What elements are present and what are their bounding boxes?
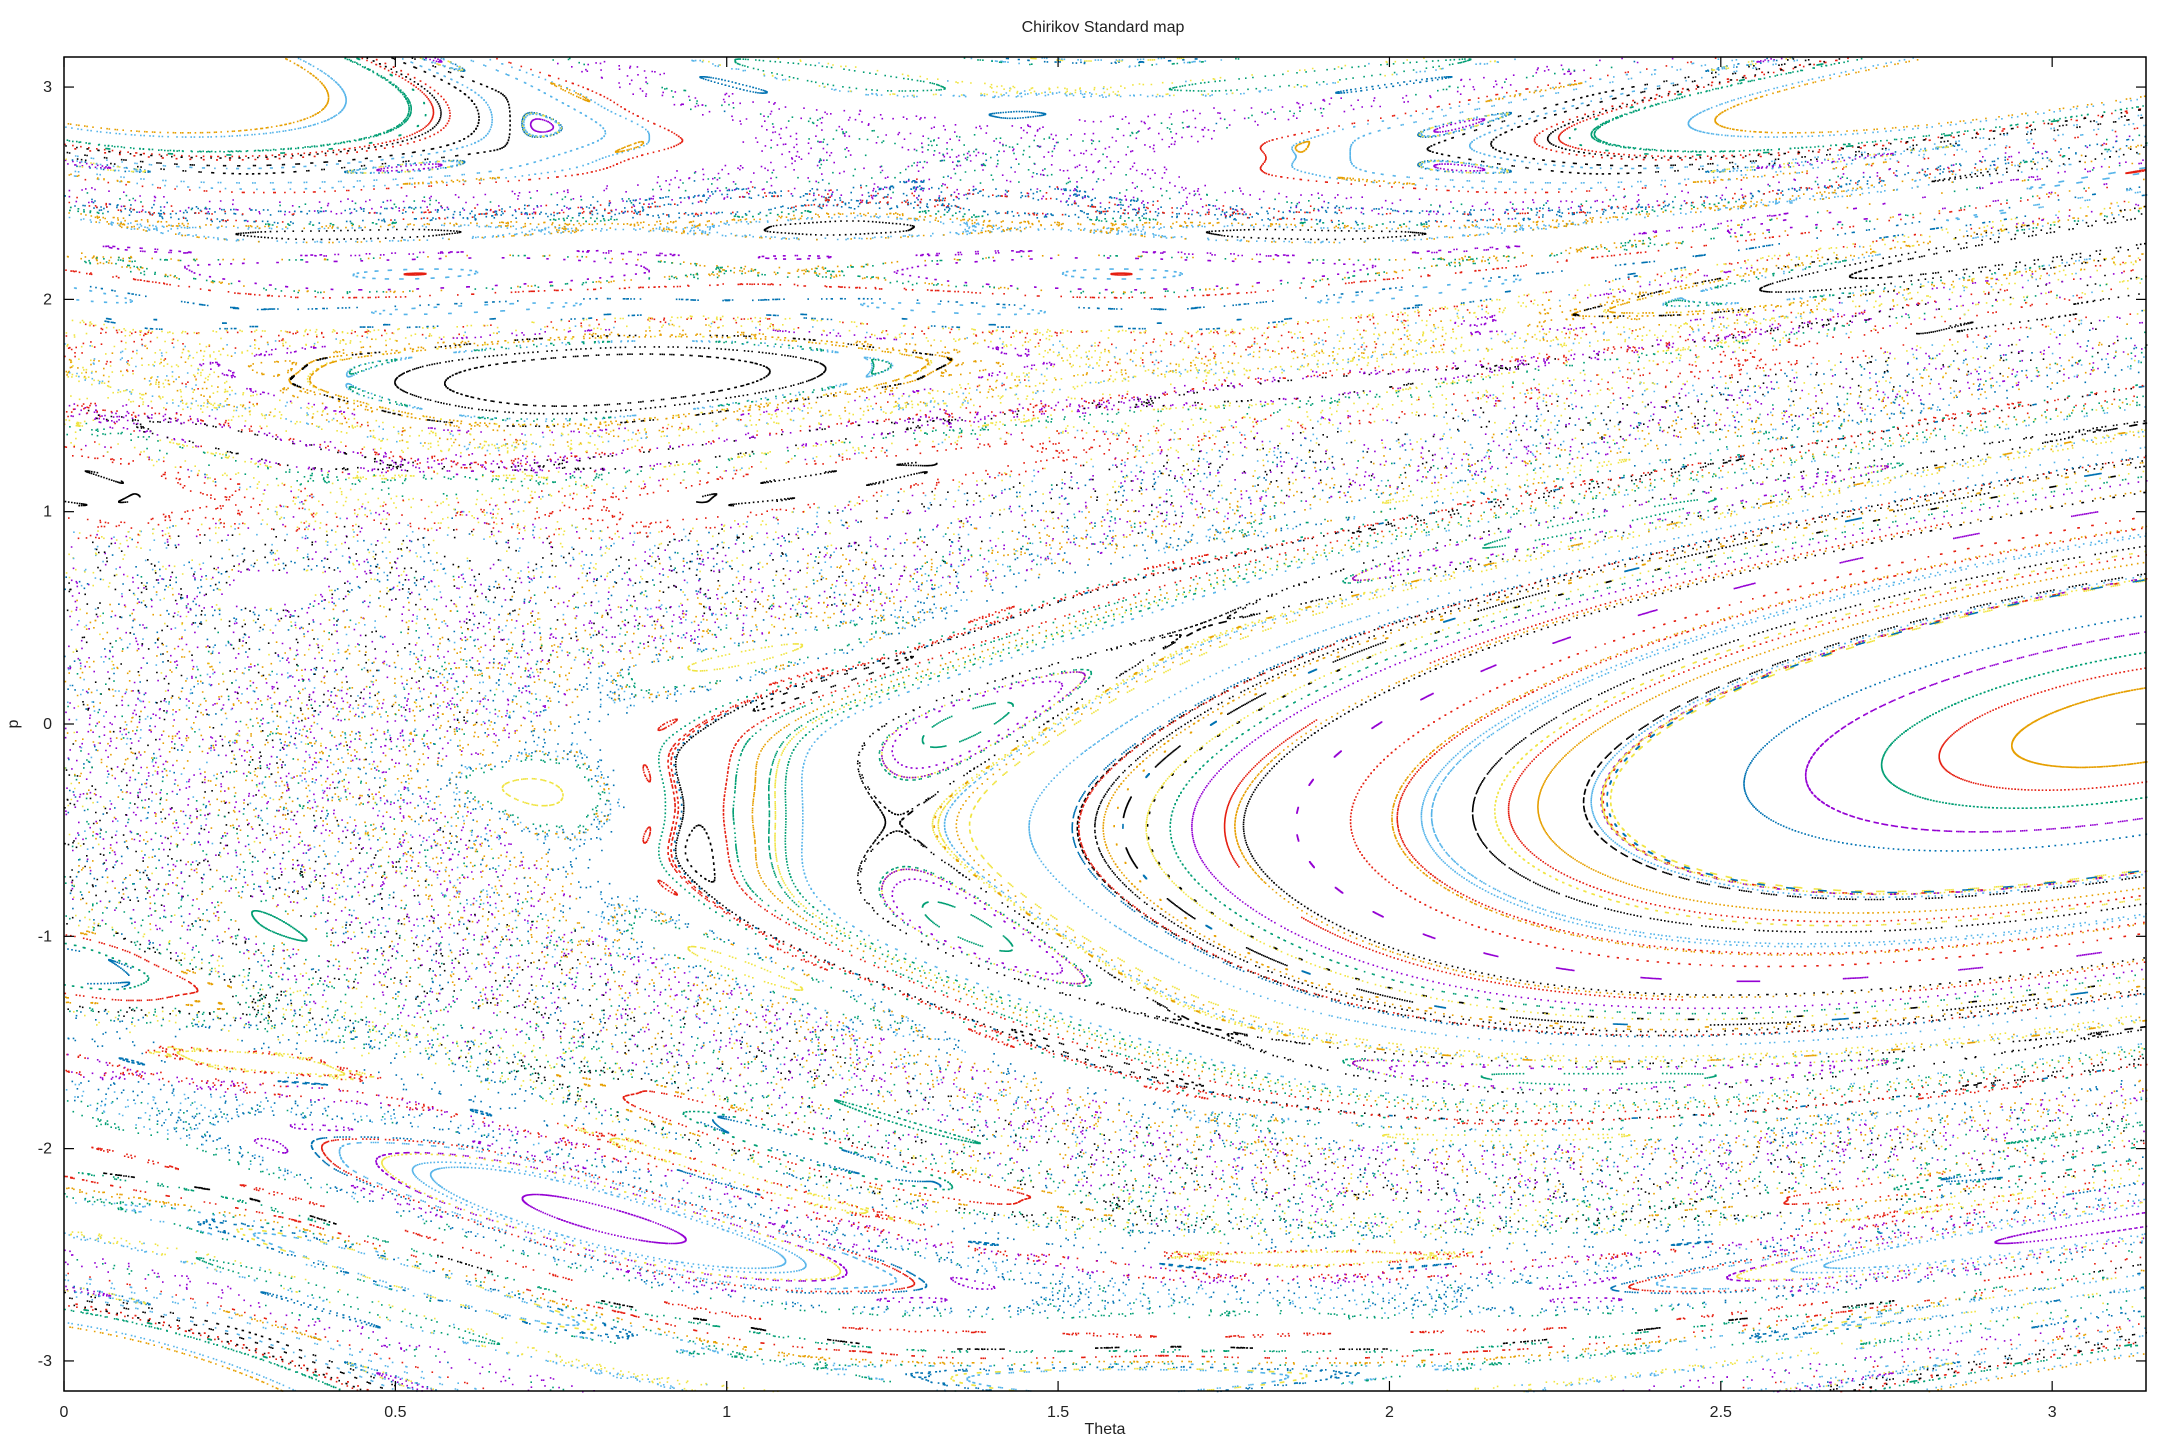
x-tick-label: 0.5 [384,1404,406,1421]
x-tick-label: 3 [2048,1404,2057,1421]
orbit-points [145,1045,2107,1268]
x-axis-label: Theta [1085,1421,1126,1438]
x-tick-label: 2 [1385,1404,1394,1421]
x-tick-label: 0 [60,1404,69,1421]
y-tick-label: -3 [38,1353,52,1370]
y-tick-label: -2 [38,1141,52,1158]
y-axis: -3 -2 -1 0 1 2 3 [38,79,2146,1370]
orbit-points [68,144,2148,244]
y-tick-label: 3 [43,79,52,96]
orbit-points [1938,667,2148,791]
y-tick-label: -1 [38,928,52,945]
x-axis: 0 0.5 1 1.5 2 2.5 3 [60,57,2057,1421]
orbit-points [102,159,2144,260]
orbit-points [84,164,2121,295]
x-tick-label: 1.5 [1047,1404,1069,1421]
y-tick-label: 1 [43,504,52,521]
x-tick-label: 2.5 [1710,1404,1732,1421]
plot-area [64,57,2148,1393]
y-tick-label: 2 [43,291,52,308]
x-tick-label: 1 [722,1404,731,1421]
y-tick-label: 0 [43,716,52,733]
orbit-points [1880,651,2148,809]
y-axis-label: p [5,719,22,728]
chart-title: Chirikov Standard map [1022,19,1185,36]
orbit-points [2011,687,2148,769]
